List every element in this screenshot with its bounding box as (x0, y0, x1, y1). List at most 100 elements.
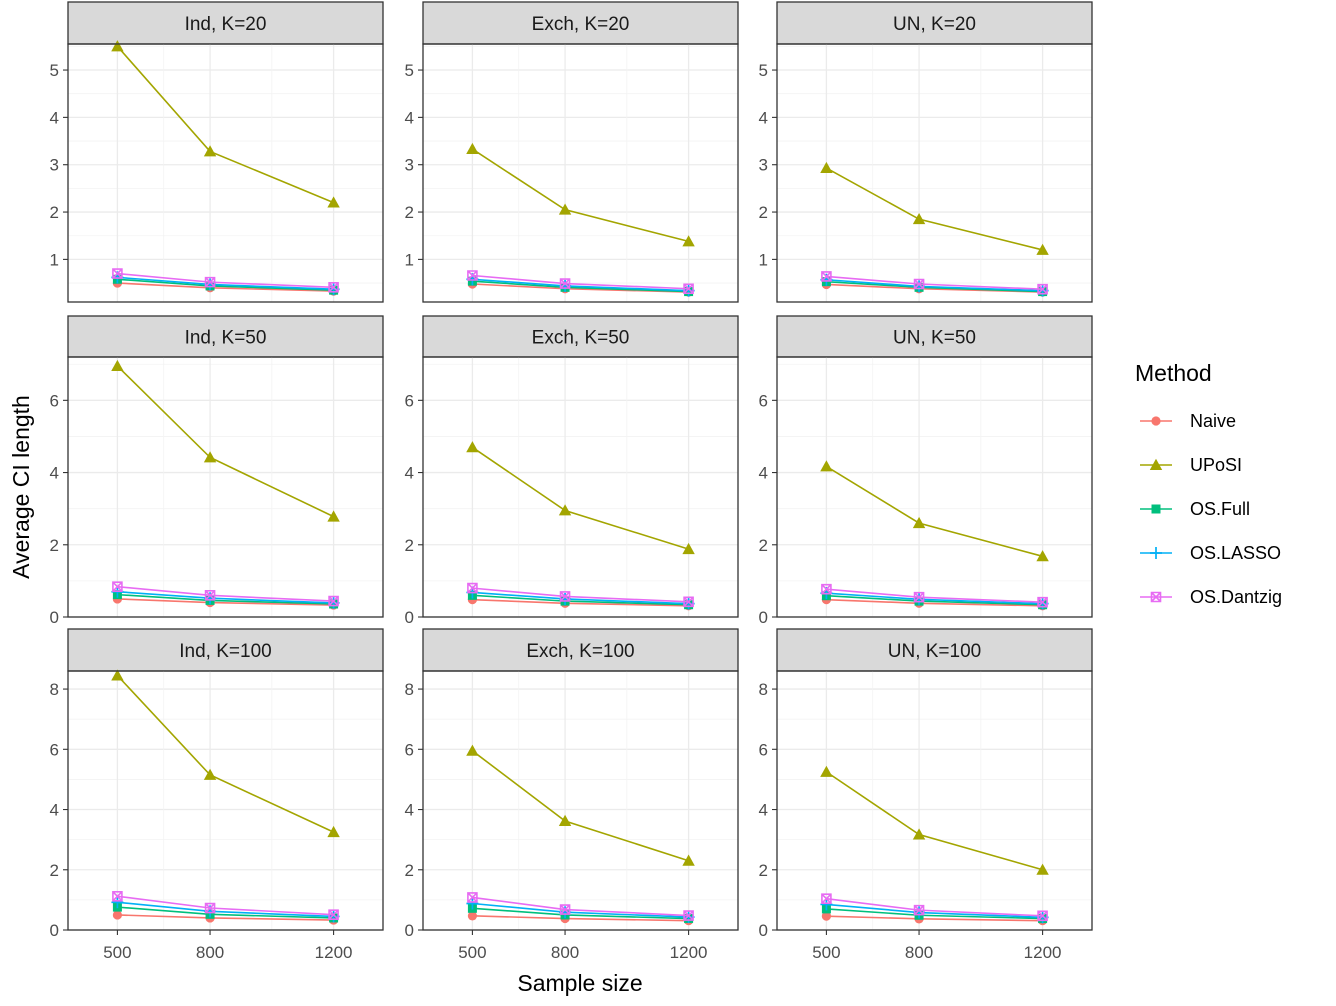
y-tick-label: 2 (405, 861, 414, 880)
point-os-dantzig (821, 583, 832, 595)
facet-title: Exch, K=20 (532, 14, 630, 35)
legend-item-uposi: UPoSI (1140, 455, 1242, 475)
point-naive (467, 911, 478, 921)
point-os-lasso (111, 896, 124, 909)
y-tick-label: 4 (50, 108, 59, 127)
point-uposi (203, 451, 217, 463)
facet-strip (422, 1, 739, 45)
point-os-dantzig (683, 596, 694, 608)
series-os-dantzig (821, 583, 1048, 608)
point-os-dantzig (683, 283, 694, 295)
point-os-dantzig (913, 278, 925, 290)
point-uposi (912, 828, 926, 840)
series-line (116, 365, 334, 518)
series-os-dantzig (467, 270, 694, 295)
panel-un-k-20: UN, K=20 1 2 3 4 5 (759, 1, 1093, 303)
point-uposi (466, 744, 479, 756)
y-tick-label: 8 (405, 680, 414, 699)
point-os-dantzig (559, 904, 571, 915)
facet-strip (776, 628, 1093, 672)
series-uposi (820, 765, 1049, 875)
panel-exch-k-100: Exch, K=100 0 2 4 6 8 500 800 1200 (405, 628, 739, 962)
series-uposi (111, 359, 340, 522)
point-os-dantzig (683, 910, 694, 921)
point-uposi (682, 235, 695, 247)
y-tick-label: 0 (50, 921, 59, 940)
point-naive (821, 911, 832, 921)
point-uposi (327, 825, 340, 838)
point-uposi (466, 142, 479, 155)
y-tick-label: 1 (759, 250, 768, 269)
point-uposi (327, 510, 340, 522)
legend-item-os-full: OS.Full (1140, 499, 1250, 519)
y-tick-label: 2 (759, 203, 768, 222)
legend-label: UPoSI (1190, 455, 1242, 475)
facet-strip (422, 315, 739, 358)
point-uposi (912, 516, 926, 529)
facet-title: UN, K=100 (888, 641, 981, 662)
y-tick-label: 8 (759, 680, 768, 699)
legend-title: Method (1135, 360, 1212, 386)
point-os-lasso (466, 897, 479, 910)
y-tick-label: 8 (50, 680, 59, 699)
point-legend-os-dantzig (1150, 591, 1162, 603)
point-uposi (111, 359, 124, 371)
facet-strip (67, 1, 384, 45)
y-tick-label: 6 (50, 740, 59, 759)
y-tick-label: 0 (50, 608, 59, 627)
y-tick-label: 6 (759, 740, 768, 759)
y-tick-label: 0 (405, 608, 414, 627)
y-tick-label: 4 (405, 464, 414, 483)
legend-label: OS.LASSO (1190, 543, 1281, 563)
panel-ind-k-50: Ind, K=50 0 2 4 6 (50, 315, 384, 627)
legend: Method Naive UPoSI OS.Full OS.LASSO OS.Dantzi… (1135, 360, 1282, 607)
legend-label: OS.Dantzig (1190, 587, 1282, 607)
point-os-dantzig (559, 278, 571, 289)
y-tick-label: 2 (759, 861, 768, 880)
point-os-dantzig (112, 268, 123, 279)
panel-un-k-50: UN, K=50 0 2 4 6 (759, 315, 1093, 627)
point-os-dantzig (328, 595, 339, 607)
point-uposi (558, 504, 572, 516)
y-tick-label: 2 (50, 861, 59, 880)
point-os-dantzig (1037, 596, 1048, 608)
legend-item-os-lasso: OS.LASSO (1140, 543, 1281, 563)
point-legend-os-full (1151, 504, 1161, 514)
y-tick-label: 5 (405, 61, 414, 80)
panel-border (422, 670, 739, 931)
series-line (825, 771, 1043, 871)
facet-title: Ind, K=100 (179, 641, 271, 662)
y-tick-label: 2 (405, 536, 414, 555)
series-os-dantzig (467, 582, 694, 608)
point-uposi (1036, 243, 1049, 255)
point-os-dantzig (1037, 910, 1048, 922)
point-uposi (1036, 550, 1049, 562)
point-os-dantzig (112, 890, 123, 902)
y-tick-label: 0 (759, 608, 768, 627)
y-tick-label: 1 (50, 250, 59, 269)
y-tick-label: 6 (405, 391, 414, 410)
point-uposi (111, 40, 124, 52)
point-uposi (466, 441, 479, 453)
series-uposi (466, 142, 695, 247)
point-uposi (1036, 863, 1049, 875)
y-tick-label: 3 (50, 156, 59, 175)
x-tick-label: 500 (812, 943, 840, 962)
point-os-dantzig (204, 590, 216, 601)
panel-exch-k-50: Exch, K=50 0 2 4 6 (405, 315, 739, 627)
y-tick-label: 2 (759, 536, 768, 555)
point-uposi (820, 765, 833, 777)
point-os-dantzig (467, 582, 478, 594)
x-tick-label: 1200 (1024, 943, 1062, 962)
facet-strip (67, 628, 384, 672)
y-tick-label: 2 (50, 203, 59, 222)
point-uposi (912, 212, 926, 225)
x-tick-label: 800 (905, 943, 933, 962)
point-os-dantzig (328, 909, 339, 920)
point-legend-naive (1151, 416, 1161, 426)
panel-exch-k-20: Exch, K=20 1 2 3 4 5 (405, 1, 739, 303)
point-os-dantzig (821, 271, 832, 282)
y-tick-label: 4 (50, 801, 59, 820)
